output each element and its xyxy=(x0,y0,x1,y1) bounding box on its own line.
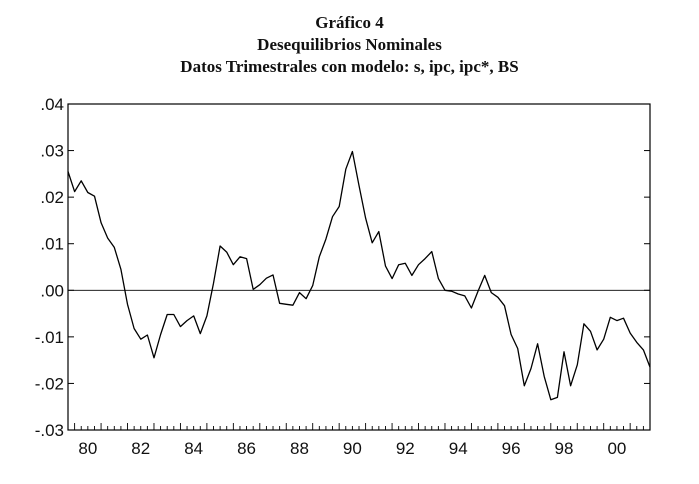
x-tick-label: 82 xyxy=(131,439,150,458)
y-tick-label: .01 xyxy=(40,235,64,254)
x-tick-label: 90 xyxy=(343,439,362,458)
x-tick-label: 94 xyxy=(449,439,468,458)
series-line xyxy=(67,150,651,401)
chart-subtitle-2: Datos Trimestrales con modelo: s, ipc, i… xyxy=(180,57,519,76)
x-tick-label: 96 xyxy=(502,439,521,458)
y-tick-label: .02 xyxy=(40,188,64,207)
x-tick-label: 00 xyxy=(607,439,626,458)
y-tick-label: -.02 xyxy=(35,374,64,393)
y-axis: .04 .03 .02 .01 .00 -.01 -.02 -.03 xyxy=(35,95,650,440)
x-tick-label: 84 xyxy=(184,439,203,458)
x-tick-label: 86 xyxy=(237,439,256,458)
x-axis: 80 82 84 86 88 90 92 94 96 98 00 xyxy=(67,423,651,458)
series-layer xyxy=(67,150,651,401)
chart-title-block: Gráfico 4 Desequilibrios Nominales Datos… xyxy=(0,12,699,78)
y-tick-label: .03 xyxy=(40,142,64,161)
y-tick-label: -.01 xyxy=(35,328,64,347)
chart-subtitle: Desequilibrios Nominales xyxy=(257,35,442,54)
x-tick-label: 88 xyxy=(290,439,309,458)
y-tick-label: .00 xyxy=(40,281,64,300)
y-tick-label: .04 xyxy=(40,95,64,114)
x-tick-label: 80 xyxy=(78,439,97,458)
plot-border xyxy=(67,103,651,431)
x-tick-label: 98 xyxy=(555,439,574,458)
plot-area xyxy=(67,103,651,431)
y-tick-label: -.03 xyxy=(35,421,64,440)
x-tick-label: 92 xyxy=(396,439,415,458)
chart-title: Gráfico 4 xyxy=(315,13,384,32)
